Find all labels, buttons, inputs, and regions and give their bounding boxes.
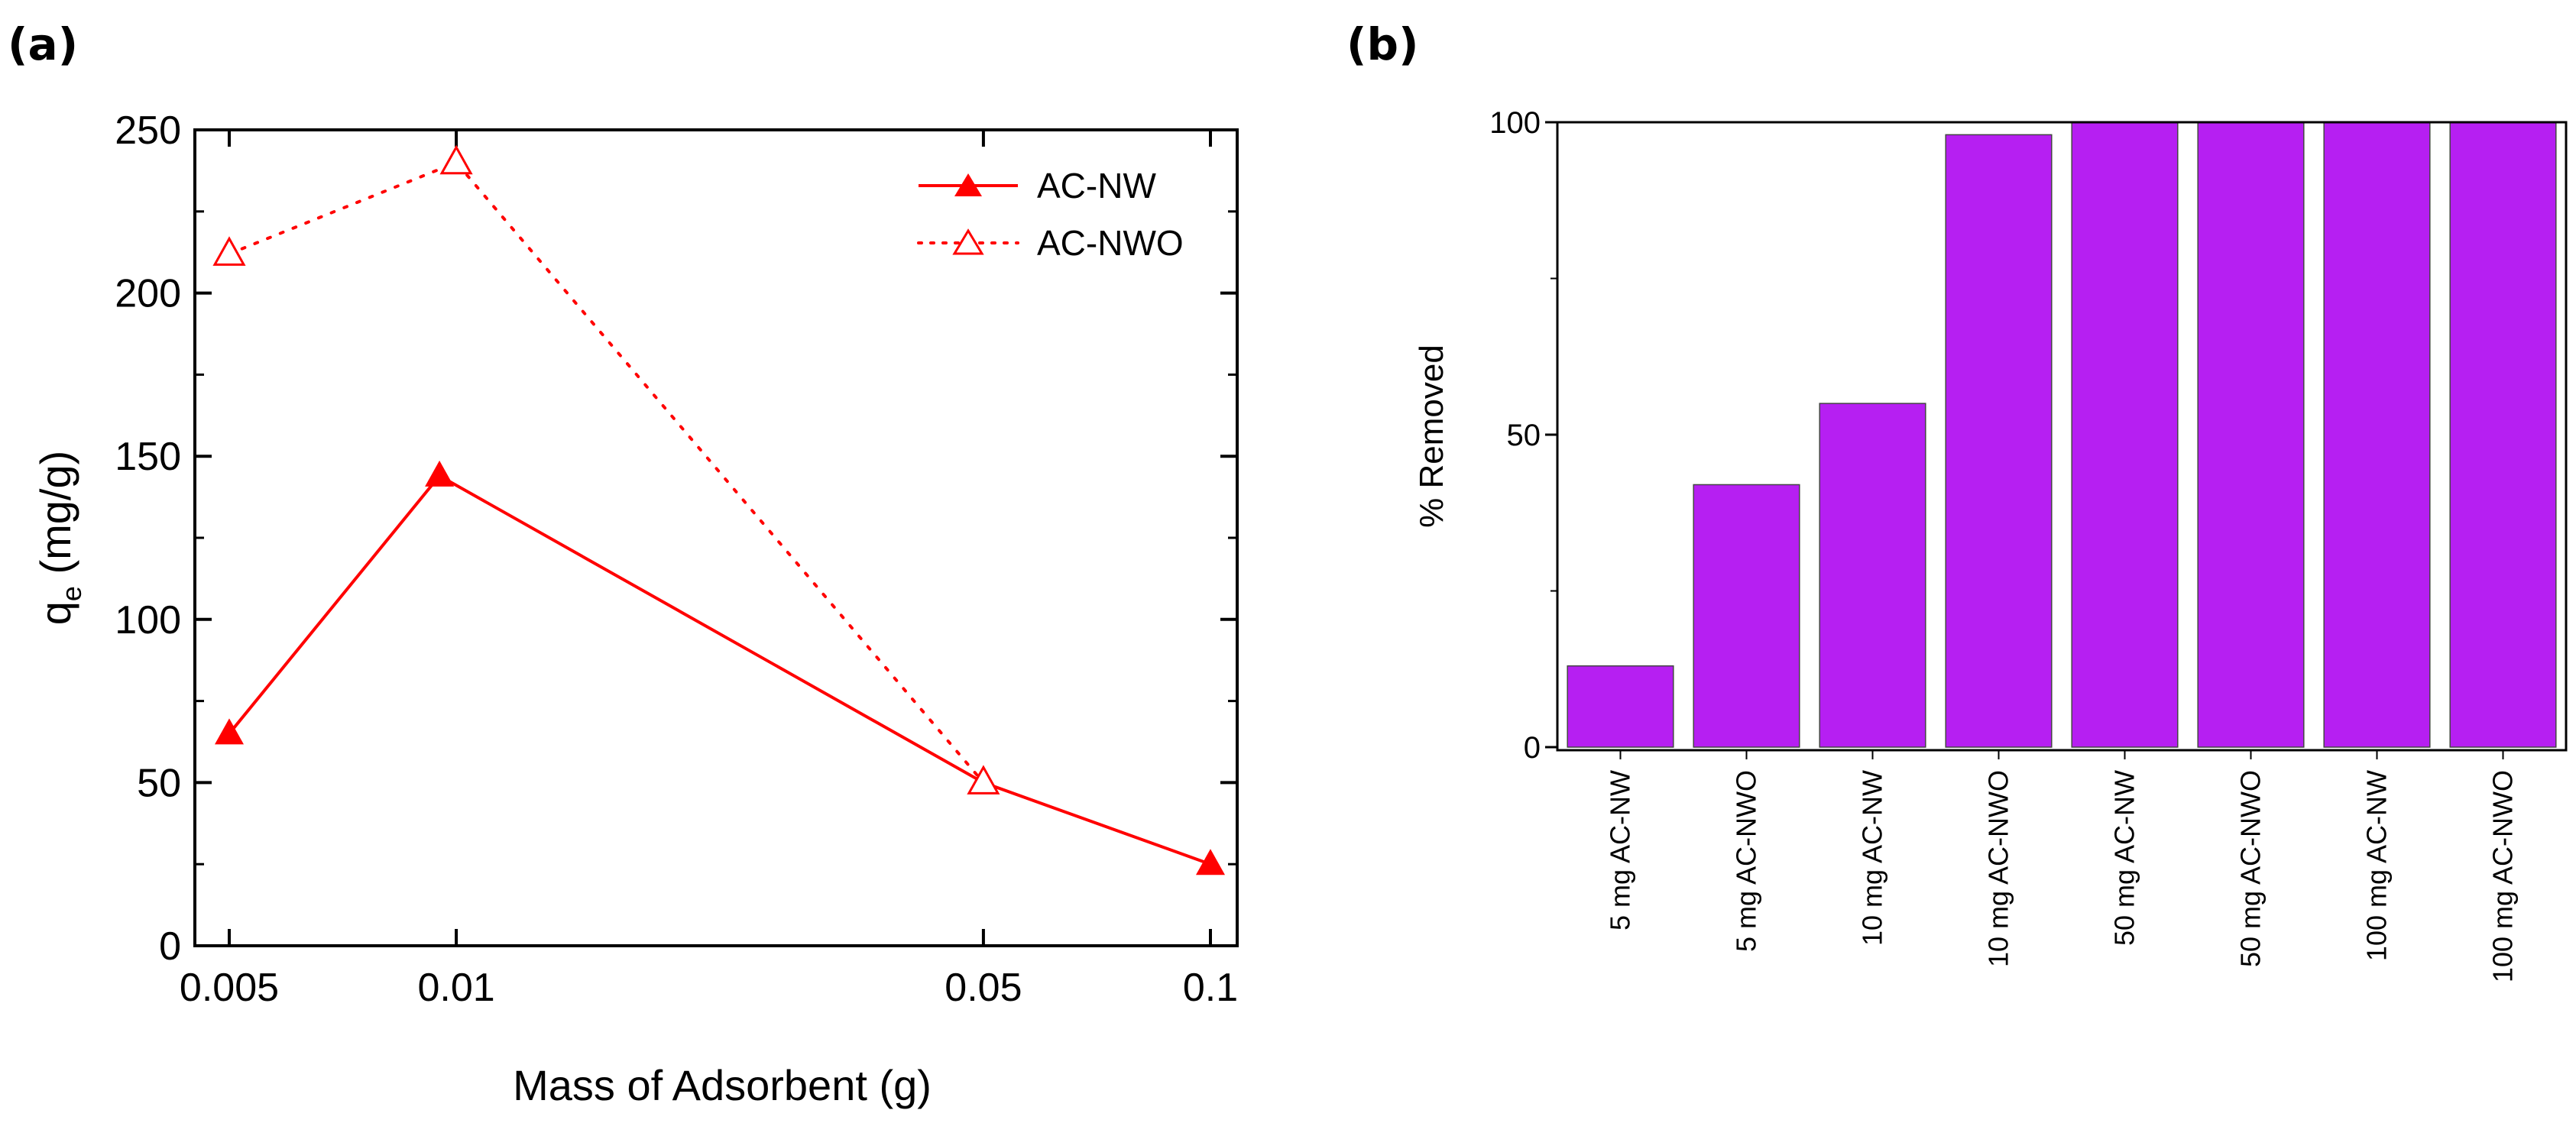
bar-5-mg-ac-nw: [1567, 665, 1674, 748]
chart-a-legend: AC-NW AC-NWO: [917, 166, 1184, 263]
bar-50-mg-ac-nw: [2071, 121, 2179, 748]
bar-10-mg-ac-nwo: [1945, 134, 2053, 748]
chart-b: 0 50 100 5 mg AC-NW 5 mg AC-NWO 10 mg AC-NW 1…: [1413, 106, 2568, 982]
a-y-tick-label: 50: [137, 761, 181, 805]
category-label-5-mg-ac-nwo: 5 mg AC-NWO: [1731, 770, 1762, 952]
a-x-tick-label: 0.1: [1183, 966, 1238, 1010]
series-line-ac-nw: [228, 474, 1211, 866]
category-label-50-mg-ac-nw: 50 mg AC-NW: [2109, 770, 2140, 946]
chart-a-series: [212, 144, 1225, 875]
legend-label-ac-nw: AC-NW: [1037, 166, 1156, 206]
category-label-100-mg-ac-nwo: 100 mg AC-NWO: [2487, 770, 2519, 982]
bar-50-mg-ac-nwo: [2197, 121, 2305, 748]
category-label-10-mg-ac-nwo: 10 mg AC-NWO: [1983, 770, 2014, 967]
legend-marker-ac-nw: [954, 173, 982, 196]
a-x-tick-label: 0.01: [417, 966, 494, 1010]
panel-label-b: (b): [1346, 18, 1419, 70]
chart-b-y-axis-title: % Removed: [1413, 345, 1450, 528]
chart-a: 0 50 100 150 200 250 0.005 0.01 0.05 0.1 AC-NW A…: [31, 108, 1239, 1109]
chart-a-y-axis-title: qe (mg/g): [31, 451, 87, 626]
category-label-50-mg-ac-nwo: 50 mg AC-NWO: [2235, 770, 2267, 967]
b-y-tick-label: 0: [1524, 731, 1541, 765]
bar-100-mg-ac-nwo: [2449, 121, 2557, 748]
series-line-ac-nwo: [228, 160, 985, 785]
a-y-tick-label: 100: [115, 598, 181, 642]
a-x-tick-label: 0.005: [180, 966, 279, 1010]
chart-b-bars: [1567, 121, 2557, 748]
marker-ac-nw: [215, 718, 244, 745]
a-y-tick-label: 200: [115, 272, 181, 316]
a-x-tick-label: 0.05: [945, 966, 1022, 1010]
category-label-5-mg-ac-nw: 5 mg AC-NW: [1605, 770, 1636, 930]
b-y-tick-label: 100: [1489, 106, 1541, 140]
chart-b-y-ticks: 0 50 100: [1489, 106, 1557, 765]
a-y-tick-label: 0: [159, 924, 181, 969]
chart-b-category-labels: 5 mg AC-NW 5 mg AC-NWO 10 mg AC-NW 10 mg AC…: [1605, 750, 2519, 982]
marker-ac-nwo: [967, 765, 1000, 795]
chart-b-plot-frame: [1556, 121, 2568, 752]
marker-ac-nwo: [439, 144, 473, 175]
marker-ac-nwo: [212, 236, 246, 266]
y-title-q: q: [31, 601, 79, 625]
marker-ac-nw: [1196, 849, 1225, 875]
a-y-tick-label: 150: [115, 435, 181, 479]
legend-marker-ac-nwo: [952, 228, 984, 255]
bar-100-mg-ac-nw: [2323, 121, 2431, 748]
y-title-units: (mg/g): [31, 451, 79, 586]
y-title-sub-e: e: [56, 586, 87, 601]
marker-ac-nw: [425, 460, 455, 487]
a-y-tick-label: 250: [115, 108, 181, 153]
chart-a-x-axis-title: Mass of Adsorbent (g): [513, 1061, 932, 1109]
category-label-100-mg-ac-nw: 100 mg AC-NW: [2361, 770, 2393, 961]
legend-label-ac-nwo: AC-NWO: [1037, 223, 1184, 263]
bar-5-mg-ac-nwo: [1693, 484, 1800, 748]
chart-a-x-ticks: 0.005 0.01 0.05 0.1: [180, 130, 1238, 1010]
b-y-tick-label: 50: [1507, 419, 1541, 452]
panel-label-a: (a): [8, 18, 78, 70]
chart-a-y-ticks: 0 50 100 150 200 250: [115, 108, 1237, 969]
category-label-10-mg-ac-nw: 10 mg AC-NW: [1857, 770, 1888, 946]
bar-10-mg-ac-nw: [1819, 403, 1926, 748]
